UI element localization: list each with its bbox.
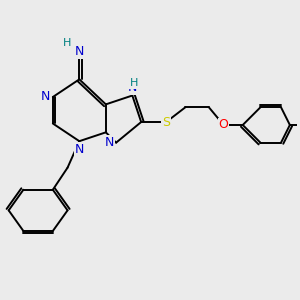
Text: H: H	[130, 78, 138, 88]
Text: O: O	[219, 118, 229, 131]
Text: N: N	[128, 81, 137, 94]
Text: S: S	[162, 116, 170, 128]
Text: H: H	[63, 38, 71, 48]
Text: N: N	[75, 45, 84, 58]
Text: N: N	[104, 136, 114, 149]
Text: N: N	[41, 91, 50, 103]
Text: N: N	[75, 142, 84, 156]
